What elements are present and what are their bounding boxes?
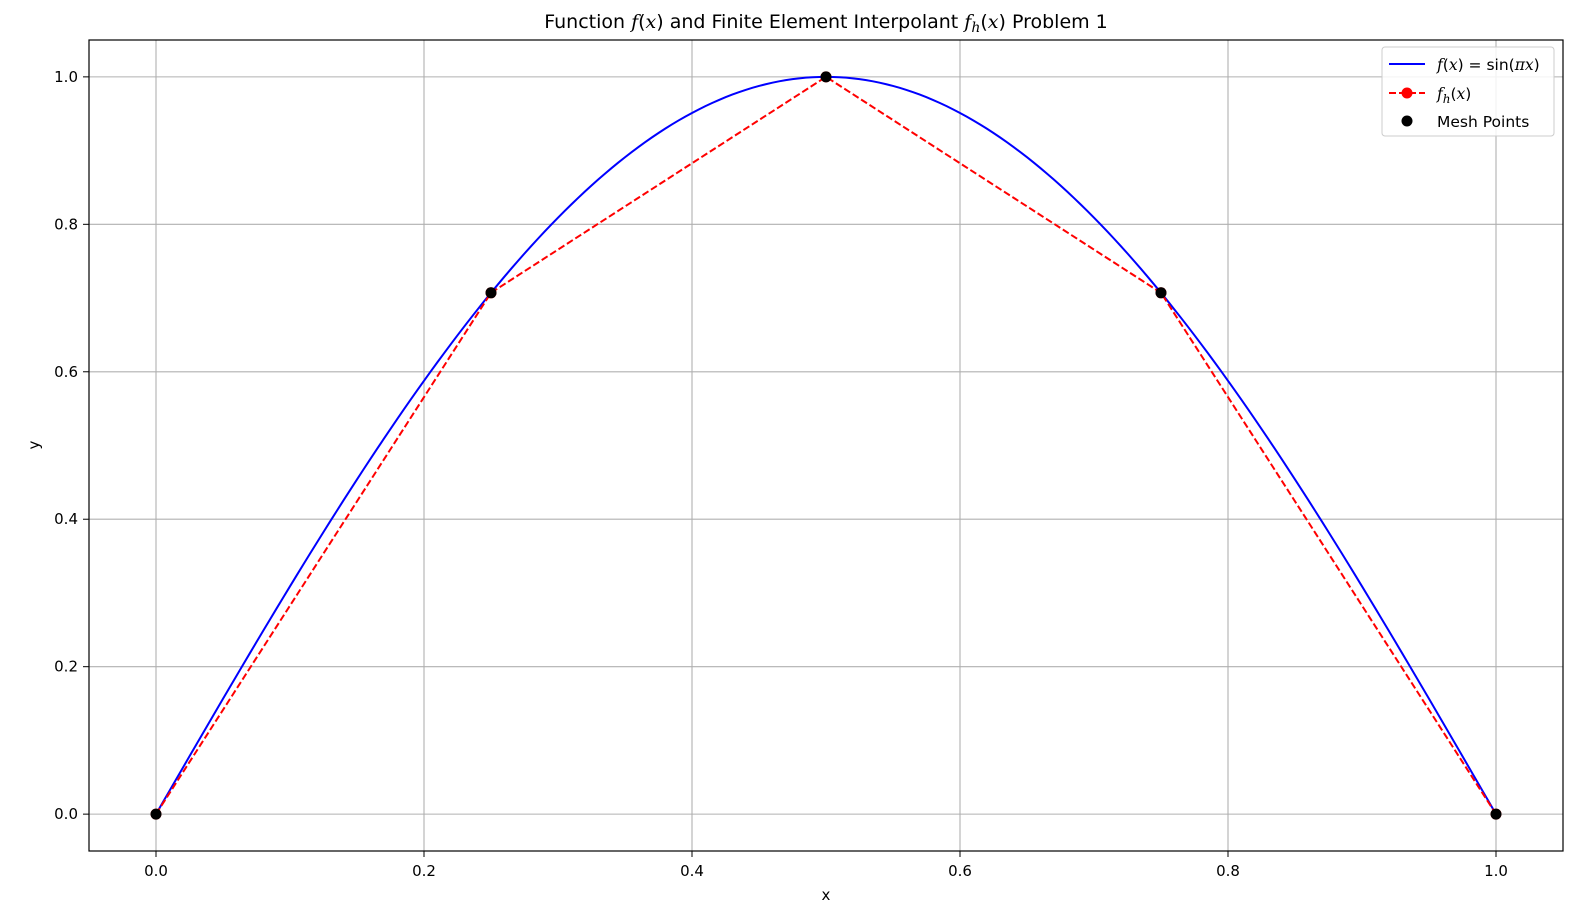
y-tick-label: 0.6 (54, 363, 78, 381)
x-tick-label: 0.8 (1216, 862, 1240, 880)
legend-label-mesh: Mesh Points (1437, 113, 1529, 131)
legend-label-interpolant: fh(x) (1436, 85, 1471, 106)
x-tick-label: 0.6 (948, 862, 972, 880)
mesh-point (485, 287, 497, 299)
y-axis-label: y (25, 440, 43, 449)
legend-marker-mesh (1401, 115, 1413, 127)
plot-frame (88, 39, 1564, 852)
legend-label-sin: f(x) = sin(πx) (1436, 56, 1540, 74)
x-tick-label: 0.2 (412, 862, 436, 880)
mesh-point (820, 71, 832, 83)
x-axis-label: x (822, 886, 831, 904)
chart-title: Function f(x) and Finite Element Interpo… (544, 11, 1108, 36)
mesh-point (150, 808, 162, 820)
y-tick-label: 0.0 (54, 805, 78, 823)
x-tick-label: 0.4 (680, 862, 704, 880)
plot-series (150, 71, 1502, 820)
mesh-point (1490, 808, 1502, 820)
mesh-point (1155, 287, 1167, 299)
grid (89, 40, 1563, 851)
y-tick-label: 0.4 (54, 510, 78, 528)
x-tick-label: 0.0 (144, 862, 168, 880)
series-line-interpolant (155, 75, 1497, 815)
y-tick-label: 1.0 (54, 68, 78, 86)
series-line-sin (155, 75, 1497, 815)
y-tick-label: 0.2 (54, 658, 78, 676)
axis-ticks: 0.0 0.2 0.4 0.6 0.8 1.0 0.0 0.2 0.4 0.6 0.8 1.0 (54, 68, 1508, 880)
legend-marker-interpolant (1401, 87, 1413, 99)
x-tick-label: 1.0 (1484, 862, 1508, 880)
legend-box (1381, 46, 1555, 137)
y-tick-label: 0.8 (54, 215, 78, 233)
legend: f(x) = sin(πx) fh(x) Mesh Points (1381, 46, 1555, 137)
